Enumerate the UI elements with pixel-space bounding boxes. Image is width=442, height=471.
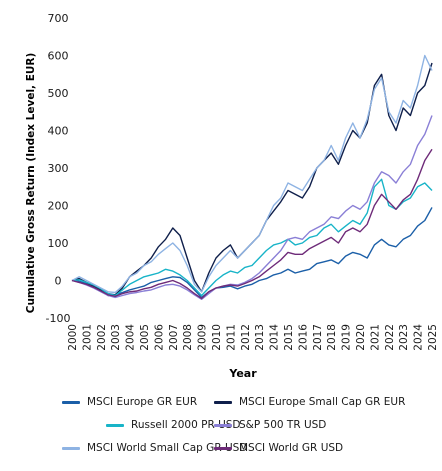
legend-swatch bbox=[106, 423, 124, 427]
legend-label: MSCI Europe GR EUR bbox=[87, 396, 198, 408]
x-tick-label: 2011 bbox=[225, 324, 237, 351]
x-tick-label: 2013 bbox=[254, 324, 266, 351]
x-axis-label: Year bbox=[228, 367, 257, 380]
x-tick-label: 2007 bbox=[168, 324, 180, 351]
y-tick-label: 600 bbox=[48, 50, 69, 63]
legend-item: MSCI World GR USD bbox=[214, 442, 343, 454]
y-axis-label: Cumulative Gross Return (Index Level, EU… bbox=[25, 53, 37, 314]
y-tick-label: 700 bbox=[48, 12, 69, 25]
legend-swatch bbox=[62, 446, 80, 450]
series-line-2 bbox=[71, 178, 433, 297]
x-tick-label: 2009 bbox=[197, 324, 209, 351]
y-tick-label: 0 bbox=[55, 275, 62, 288]
y-axis: -100 0 100 200 300 400 500 600 700 bbox=[46, 12, 71, 325]
legend-item: MSCI Europe GR EUR bbox=[62, 396, 197, 408]
legend-label: S&P 500 TR USD bbox=[239, 419, 327, 431]
x-tick-label: 2008 bbox=[182, 324, 194, 351]
x-tick-label: 2006 bbox=[153, 324, 165, 351]
legend-item: S&P 500 TR USD bbox=[214, 419, 326, 431]
x-tick-label: 2020 bbox=[355, 324, 367, 351]
series-line-0 bbox=[71, 207, 433, 299]
legend-swatch bbox=[214, 400, 232, 404]
legend-swatch bbox=[214, 423, 232, 427]
legend-label: MSCI World Small Cap GR USD bbox=[87, 442, 248, 454]
legend-label: MSCI World GR USD bbox=[239, 442, 344, 454]
legend-label: MSCI Europe Small Cap GR EUR bbox=[239, 396, 406, 408]
y-tick-label: 400 bbox=[48, 125, 69, 138]
legend-swatch bbox=[62, 400, 80, 404]
x-tick-label: 2002 bbox=[96, 324, 108, 351]
x-tick-label: 2021 bbox=[369, 324, 381, 351]
legend-item: Russell 2000 PR USD bbox=[106, 419, 241, 431]
x-tick-label: 2017 bbox=[312, 324, 324, 351]
x-tick-label: 2001 bbox=[81, 324, 93, 351]
x-tick-label: 2016 bbox=[297, 324, 309, 351]
series-line-3 bbox=[71, 115, 433, 300]
x-tick-label: 2015 bbox=[283, 324, 295, 351]
x-tick-label: 2012 bbox=[240, 324, 252, 351]
y-tick-label: -100 bbox=[46, 312, 71, 325]
x-tick-label: 2022 bbox=[384, 324, 396, 351]
legend-label: Russell 2000 PR USD bbox=[131, 419, 241, 431]
series-line-1 bbox=[71, 62, 433, 297]
y-tick-label: 300 bbox=[48, 162, 69, 175]
x-tick-label: 2003 bbox=[110, 324, 122, 351]
x-tick-label: 2010 bbox=[211, 324, 223, 351]
legend-swatch bbox=[214, 446, 232, 450]
x-tick-label: 2025 bbox=[427, 324, 439, 351]
x-tick-label: 2014 bbox=[269, 324, 281, 351]
series-line-5 bbox=[71, 148, 433, 300]
y-tick-label: 200 bbox=[48, 200, 69, 213]
y-tick-label: 500 bbox=[48, 87, 69, 100]
x-tick-label: 2023 bbox=[398, 324, 410, 351]
x-tick-label: 2005 bbox=[139, 324, 151, 351]
y-tick-label: 100 bbox=[48, 237, 69, 250]
plot-area bbox=[71, 54, 433, 300]
x-tick-label: 2004 bbox=[125, 324, 137, 351]
x-tick-label: 2000 bbox=[67, 324, 79, 351]
x-tick-label: 2024 bbox=[413, 324, 425, 351]
x-tick-label: 2018 bbox=[326, 324, 338, 351]
x-axis: 2000 2001 2002 2003 2004 2005 2006 2007 2008 2009… bbox=[67, 324, 439, 351]
legend-item: MSCI World Small Cap GR USD bbox=[62, 442, 247, 454]
legend-item: MSCI Europe Small Cap GR EUR bbox=[214, 396, 405, 408]
x-tick-label: 2019 bbox=[341, 324, 353, 351]
series-line-4 bbox=[71, 54, 433, 294]
